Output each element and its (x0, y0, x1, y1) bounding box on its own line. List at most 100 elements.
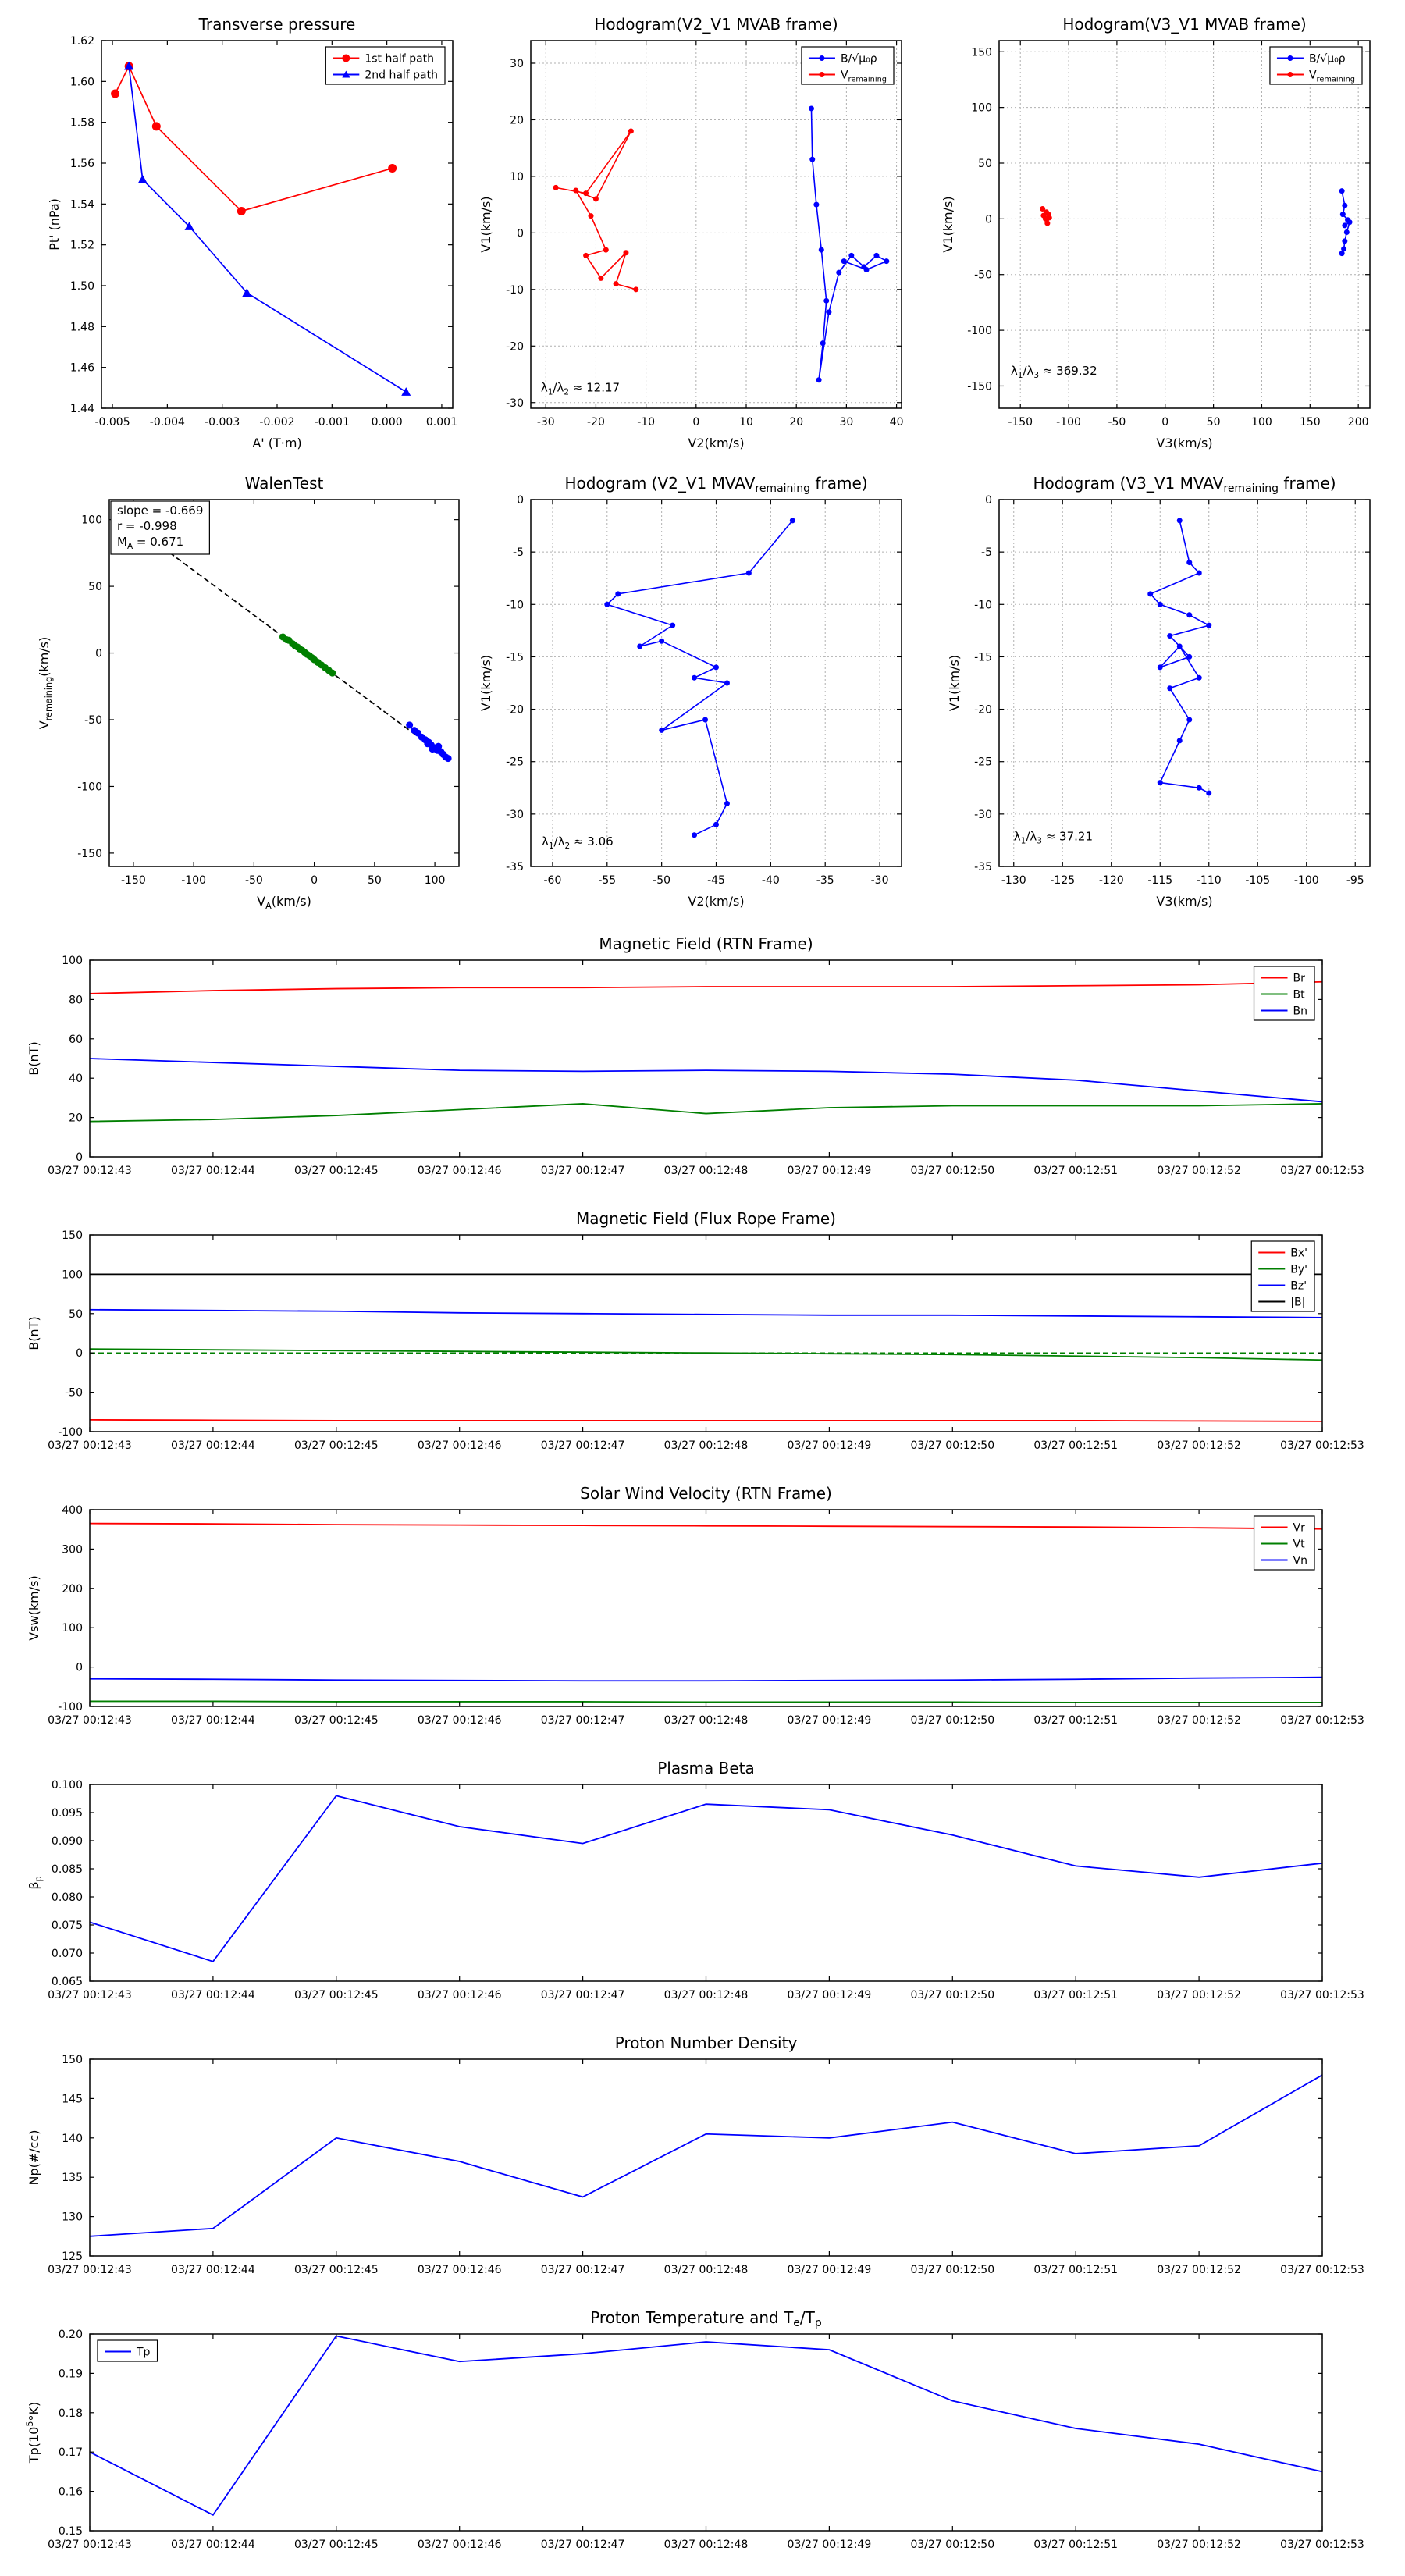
svg-text:0: 0 (76, 1347, 83, 1360)
svg-text:03/27 00:12:47: 03/27 00:12:47 (541, 2539, 625, 2551)
svg-text:B(nT): B(nT) (27, 1041, 41, 1075)
chart-transverse-pressure: -0.005 -0.004 -0.003 -0.002 -0.001 0.000 0.001… (0, 0, 468, 457)
svg-text:V1(km/s): V1(km/s) (941, 196, 955, 252)
svg-text:1.44: 1.44 (70, 403, 94, 415)
svg-text:03/27 00:12:46: 03/27 00:12:46 (418, 1714, 502, 1727)
svg-text:1st half path: 1st half path (365, 53, 434, 66)
svg-text:0.085: 0.085 (52, 1863, 83, 1876)
svg-text:03/27 00:12:49: 03/27 00:12:49 (788, 2264, 872, 2276)
svg-text:03/27 00:12:44: 03/27 00:12:44 (171, 1439, 255, 1452)
svg-text:10: 10 (510, 171, 524, 183)
svg-text:0.075: 0.075 (52, 1920, 83, 1932)
svg-text:150: 150 (971, 46, 992, 59)
svg-text:Transverse pressure: Transverse pressure (198, 15, 356, 34)
svg-text:-10: -10 (974, 599, 992, 611)
chart-walen-test: -150 -100 -50 0 50 100 -150 -100 -50 0 50 100 WalenT… (0, 457, 468, 925)
svg-text:-0.005: -0.005 (94, 416, 130, 429)
svg-text:Magnetic Field (Flux Rope Fram: Magnetic Field (Flux Rope Frame) (576, 1209, 836, 1228)
svg-text:03/27 00:12:43: 03/27 00:12:43 (48, 1165, 132, 1177)
svg-text:0.090: 0.090 (52, 1835, 83, 1848)
svg-text:03/27 00:12:46: 03/27 00:12:46 (418, 2539, 502, 2551)
svg-text:V3(km/s): V3(km/s) (1156, 894, 1212, 909)
svg-text:-0.001: -0.001 (315, 416, 350, 429)
svg-text:-5: -5 (981, 546, 992, 559)
svg-text:03/27 00:12:45: 03/27 00:12:45 (294, 1439, 379, 1452)
svg-text:-20: -20 (506, 340, 524, 353)
svg-text:150: 150 (62, 2054, 83, 2066)
svg-text:0.19: 0.19 (59, 2368, 83, 2380)
plasma-beta-svg: 03/27 00:12:43 03/27 00:12:44 03/27 00:12:… (27, 1759, 1364, 2001)
small-charts-row-1: -0.005 -0.004 -0.003 -0.002 -0.001 0.000 0.001… (0, 0, 1405, 457)
chart-solar-wind-velocity-rtn: 03/27 00:12:43 03/27 00:12:44 03/27 00:12:… (0, 1475, 1405, 1749)
svg-text:03/27 00:12:43: 03/27 00:12:43 (48, 1989, 132, 2001)
svg-text:-100: -100 (1294, 874, 1319, 887)
svg-text:50: 50 (1207, 416, 1221, 429)
svg-text:Hodogram(V2_V1 MVAB frame): Hodogram(V2_V1 MVAB frame) (594, 15, 838, 34)
svg-text:0.100: 0.100 (52, 1779, 83, 1791)
svg-text:03/27 00:12:48: 03/27 00:12:48 (664, 2539, 749, 2551)
svg-text:-95: -95 (1346, 874, 1364, 887)
svg-text:-60: -60 (544, 874, 562, 887)
svg-text:Vremaining: Vremaining (1309, 69, 1355, 84)
svg-text:r = -0.998: r = -0.998 (117, 519, 177, 533)
svg-text:-100: -100 (58, 1701, 83, 1713)
chart-magnetic-field-flux-rope: 03/27 00:12:43 03/27 00:12:44 03/27 00:12:… (0, 1200, 1405, 1475)
svg-text:0: 0 (76, 1662, 83, 1674)
svg-text:-125: -125 (1050, 874, 1075, 887)
svg-text:1.60: 1.60 (70, 76, 94, 88)
svg-text:03/27 00:12:44: 03/27 00:12:44 (171, 1714, 255, 1727)
svg-text:125: 125 (62, 2250, 83, 2263)
svg-text:50: 50 (69, 1308, 83, 1321)
svg-text:Bz': Bz' (1290, 1280, 1307, 1293)
svg-text:-10: -10 (506, 284, 524, 297)
small-charts-row-2: -150 -100 -50 0 50 100 -150 -100 -50 0 50 100 WalenT… (0, 457, 1405, 925)
svg-text:-110: -110 (1197, 874, 1222, 887)
svg-text:100: 100 (1251, 416, 1272, 429)
svg-text:1.58: 1.58 (70, 117, 94, 130)
svg-text:λ1/λ3 ≈ 37.21: λ1/λ3 ≈ 37.21 (1014, 829, 1093, 845)
svg-text:20: 20 (510, 114, 524, 126)
svg-text:-100: -100 (58, 1426, 83, 1439)
chart-hodogram-v2v1-mvav: -60 -55 -50 -45 -40 -35 -30 0 -5 -10 -15 -20 -25 -30 -… (468, 457, 937, 925)
svg-text:1.46: 1.46 (70, 362, 94, 375)
svg-text:03/27 00:12:43: 03/27 00:12:43 (48, 2539, 132, 2551)
svg-text:03/27 00:12:53: 03/27 00:12:53 (1280, 1989, 1364, 2001)
svg-text:50: 50 (978, 158, 992, 170)
svg-text:03/27 00:12:51: 03/27 00:12:51 (1033, 1989, 1118, 2001)
svg-text:60: 60 (69, 1034, 83, 1046)
svg-text:0: 0 (76, 1151, 83, 1164)
svg-text:-45: -45 (707, 874, 725, 887)
svg-text:03/27 00:12:48: 03/27 00:12:48 (664, 1989, 749, 2001)
svg-text:Bn: Bn (1293, 1005, 1307, 1018)
svg-text:-130: -130 (1001, 874, 1026, 887)
magnetic-field-rtn-svg: 03/27 00:12:43 03/27 00:12:44 03/27 00:12:… (27, 934, 1364, 1177)
svg-text:03/27 00:12:52: 03/27 00:12:52 (1157, 1989, 1241, 2001)
svg-text:Vn: Vn (1293, 1555, 1307, 1567)
proton-temperature-svg: 03/27 00:12:43 03/27 00:12:44 03/27 00:12:… (25, 2308, 1364, 2551)
svg-text:V3(km/s): V3(km/s) (1156, 436, 1212, 450)
svg-text:-150: -150 (77, 848, 102, 860)
svg-text:Vremaining(km/s): Vremaining(km/s) (37, 637, 54, 730)
svg-text:03/27 00:12:48: 03/27 00:12:48 (664, 1165, 749, 1177)
svg-text:-0.002: -0.002 (259, 416, 294, 429)
svg-text:Plasma Beta: Plasma Beta (657, 1759, 755, 1777)
svg-text:03/27 00:12:45: 03/27 00:12:45 (294, 1165, 379, 1177)
svg-text:-0.004: -0.004 (150, 416, 185, 429)
svg-text:03/27 00:12:53: 03/27 00:12:53 (1280, 2264, 1364, 2276)
svg-text:140: 140 (62, 2133, 83, 2145)
svg-text:Proton Temperature and Te/Tp: Proton Temperature and Te/Tp (590, 2308, 822, 2329)
chart-magnetic-field-rtn: 03/27 00:12:43 03/27 00:12:44 03/27 00:12:… (0, 925, 1405, 1200)
svg-text:-50: -50 (245, 874, 263, 887)
svg-text:B/√μ₀ρ: B/√μ₀ρ (1309, 53, 1346, 66)
proton-number-density-svg: 03/27 00:12:43 03/27 00:12:44 03/27 00:12:… (27, 2033, 1364, 2276)
svg-text:0.18: 0.18 (59, 2407, 83, 2420)
chart-proton-temperature: 03/27 00:12:43 03/27 00:12:44 03/27 00:12:… (0, 2299, 1405, 2574)
svg-text:03/27 00:12:49: 03/27 00:12:49 (788, 1439, 872, 1452)
svg-text:-25: -25 (974, 756, 992, 769)
svg-text:03/27 00:12:46: 03/27 00:12:46 (418, 1165, 502, 1177)
svg-text:03/27 00:12:52: 03/27 00:12:52 (1157, 1165, 1241, 1177)
svg-text:0.15: 0.15 (59, 2525, 83, 2538)
svg-text:100: 100 (971, 102, 992, 115)
svg-text:-100: -100 (181, 874, 206, 887)
svg-text:03/27 00:12:50: 03/27 00:12:50 (910, 1989, 994, 2001)
